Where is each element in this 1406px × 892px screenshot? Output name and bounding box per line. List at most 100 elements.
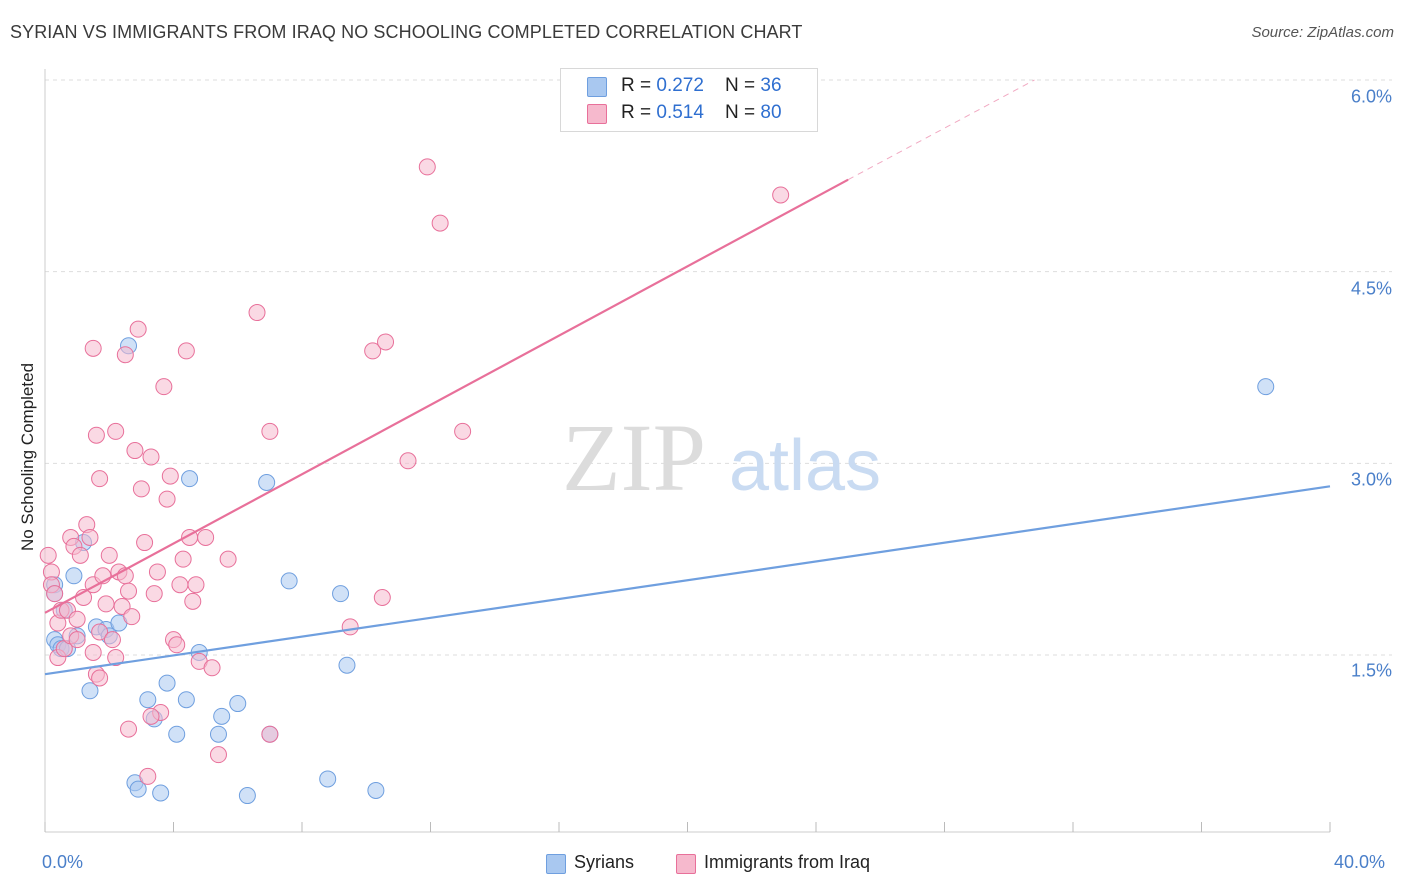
trend-lines (44, 79, 1331, 676)
point-iraq (139, 767, 157, 785)
point-syrians (213, 707, 231, 725)
point-iraq (91, 669, 109, 687)
y-tick-6: 6.0% (1350, 86, 1392, 107)
point-iraq (107, 649, 125, 667)
point-iraq (772, 186, 790, 204)
point-iraq (68, 631, 86, 649)
point-iraq (100, 546, 118, 564)
point-iraq (71, 546, 89, 564)
point-iraq (107, 422, 125, 440)
point-syrians (177, 691, 195, 709)
point-iraq (116, 346, 134, 364)
point-syrians (209, 725, 227, 743)
point-iraq (103, 631, 121, 649)
point-iraq (364, 342, 382, 360)
x-tick-right: 40.0% (1334, 852, 1386, 872)
point-iraq (171, 576, 189, 594)
chart-title: SYRIAN VS IMMIGRANTS FROM IRAQ NO SCHOOL… (10, 22, 803, 42)
point-iraq (120, 582, 138, 600)
point-iraq (377, 333, 395, 351)
point-iraq (373, 589, 391, 606)
point-iraq (454, 422, 472, 440)
point-syrians (332, 585, 350, 603)
point-iraq (81, 528, 99, 546)
legend-swatch-syrians (587, 77, 607, 97)
gridlines (45, 79, 1392, 656)
point-syrians (65, 567, 83, 585)
point-iraq (219, 550, 237, 568)
point-iraq (87, 426, 105, 444)
x-tick-left: 0.0% (42, 852, 84, 872)
y-tick-3: 3.0% (1350, 469, 1392, 490)
source-label: Source: ZipAtlas.com (1251, 24, 1394, 41)
bottom-legend-swatch-syrians (546, 854, 566, 874)
point-iraq (120, 720, 138, 738)
legend-n-value: 80 (760, 102, 782, 123)
point-iraq (136, 534, 154, 552)
point-syrians (338, 656, 356, 674)
point-iraq (123, 608, 141, 626)
data-points (39, 158, 1275, 805)
point-iraq (129, 320, 147, 338)
point-iraq (161, 467, 179, 485)
point-syrians (158, 674, 176, 692)
point-iraq (39, 546, 57, 564)
point-syrians (129, 780, 147, 798)
point-syrians (258, 474, 276, 491)
point-syrians (81, 682, 99, 700)
point-iraq (68, 610, 86, 628)
point-iraq (97, 595, 115, 613)
point-iraq (84, 339, 102, 357)
point-iraq (145, 585, 163, 603)
point-syrians (181, 470, 199, 488)
point-syrians (229, 695, 247, 713)
point-syrians (139, 691, 157, 709)
point-iraq (132, 480, 150, 498)
legend-r-value: 0.272 (656, 75, 704, 96)
point-iraq (261, 725, 279, 743)
trend-line-iraq (44, 178, 849, 614)
point-iraq (187, 576, 205, 594)
point-iraq (248, 304, 266, 322)
legend-r-label: R = (621, 102, 657, 123)
bottom-legend-label-iraq: Immigrants from Iraq (704, 852, 871, 872)
point-iraq (431, 214, 449, 232)
point-syrians (168, 725, 186, 743)
point-syrians (367, 781, 385, 799)
point-iraq (91, 623, 109, 641)
point-iraq (142, 448, 160, 466)
point-iraq (418, 158, 436, 176)
point-iraq (341, 618, 359, 636)
point-syrians (319, 770, 337, 788)
point-iraq (184, 592, 202, 610)
axes (44, 69, 1331, 833)
bottom-legend-label-syrians: Syrians (574, 852, 635, 872)
legend-n-label: N = (725, 102, 761, 123)
point-iraq (155, 378, 173, 396)
point-iraq (261, 422, 279, 440)
watermark-zip: ZIP (562, 404, 706, 511)
trend-line-syrians (44, 485, 1331, 676)
point-iraq (84, 643, 102, 661)
point-iraq (46, 585, 64, 603)
point-iraq (142, 707, 160, 725)
point-iraq (158, 490, 176, 508)
trend-line-iraq-extension (847, 79, 1035, 181)
legend-n-value: 36 (760, 75, 782, 96)
legend-r-label: R = (621, 75, 657, 96)
point-iraq (177, 342, 195, 360)
point-iraq (148, 563, 166, 581)
point-syrians (238, 787, 256, 805)
point-syrians (1257, 378, 1275, 396)
y-tick-1-5: 1.5% (1350, 660, 1392, 681)
point-iraq (126, 442, 144, 460)
legend-r-value: 0.514 (656, 102, 704, 123)
legend-n-label: N = (725, 75, 761, 96)
legend-swatch-iraq (587, 104, 607, 124)
point-iraq (197, 528, 215, 546)
bottom-legend-swatch-iraq (676, 854, 696, 874)
point-iraq (203, 659, 221, 677)
point-iraq (209, 746, 227, 764)
y-tick-4-5: 4.5% (1350, 278, 1392, 299)
